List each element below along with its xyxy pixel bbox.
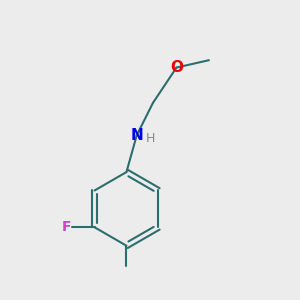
Text: F: F xyxy=(61,220,71,234)
Text: N: N xyxy=(130,128,143,143)
Text: O: O xyxy=(170,60,183,75)
Text: H: H xyxy=(146,132,156,145)
